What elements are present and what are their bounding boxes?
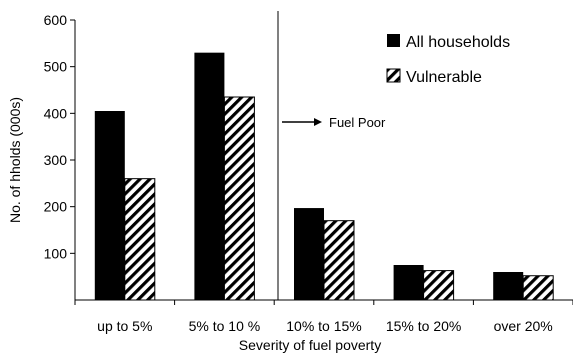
legend-swatch-vulnerable	[386, 68, 401, 83]
bar-vulnerable	[124, 178, 156, 301]
fuel-poor-label: Fuel Poor	[329, 115, 386, 130]
x-category-label: up to 5%	[97, 318, 152, 334]
y-tick-label: 500	[44, 59, 68, 75]
bar-all-households	[393, 265, 424, 300]
bar-all-households	[94, 111, 125, 300]
bar-all-households	[194, 52, 225, 300]
legend-label-vulnerable: Vulnerable	[406, 69, 482, 86]
bar-all-households	[294, 208, 324, 300]
fuel-poor-annotation: Fuel Poor	[277, 11, 386, 300]
y-tick-label: 200	[44, 199, 68, 215]
x-axis-title: Severity of fuel poverty	[239, 337, 381, 353]
y-tick-label: 600	[44, 12, 68, 28]
legend-swatch-all-households	[387, 34, 400, 47]
bar-vulnerable	[423, 270, 455, 301]
bar-vulnerable	[522, 275, 554, 301]
legend-label-all-households: All households	[406, 34, 510, 51]
x-ticks: up to 5% 5% to 10 % 10% to 15% 15% to 20% ov…	[74, 300, 573, 334]
bar-vulnerable	[223, 96, 255, 301]
bars-layer	[94, 52, 554, 301]
x-category-label: 5% to 10 %	[189, 318, 261, 334]
x-category-label: over 20%	[494, 318, 553, 334]
y-tick-label: 400	[44, 105, 68, 121]
y-ticks: 100 200 300 400 500 600	[44, 12, 75, 261]
y-tick-label: 100	[44, 245, 68, 261]
bar-vulnerable	[323, 220, 355, 301]
x-category-label: 10% to 15%	[286, 318, 362, 334]
legend: All households Vulnerable	[386, 34, 510, 86]
x-category-label: 15% to 20%	[386, 318, 462, 334]
y-tick-label: 300	[44, 152, 68, 168]
arrow-right-icon	[314, 118, 322, 126]
y-axis-title: No. of hholds (000s)	[7, 97, 23, 223]
bar-all-households	[493, 272, 524, 300]
